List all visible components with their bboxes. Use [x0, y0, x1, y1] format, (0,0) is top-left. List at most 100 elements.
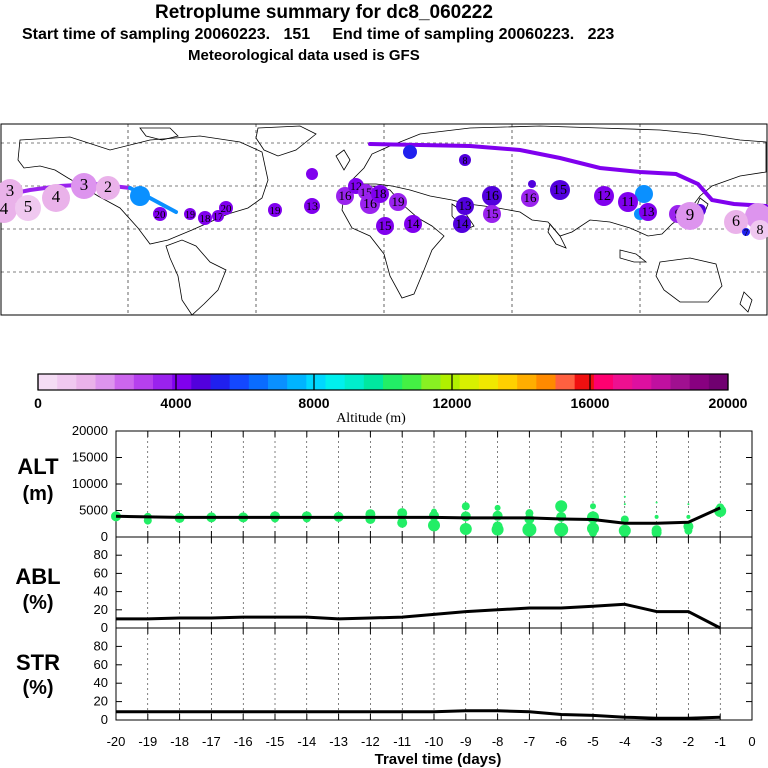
x-tick-label: -2	[683, 734, 695, 749]
x-tick-label: -20	[107, 734, 126, 749]
plume-marker-dot	[96, 176, 120, 200]
x-tick-label: -9	[460, 734, 472, 749]
colorbar-segment	[229, 374, 250, 390]
colorbar-tick-label: 8000	[298, 395, 329, 411]
series-line	[115, 506, 721, 525]
colorbar-segment	[210, 374, 231, 390]
scatter-point	[587, 511, 599, 524]
plume-marker-label: 4	[0, 199, 9, 218]
x-tick-label: -13	[329, 734, 348, 749]
str-panel-unit: (%)	[22, 677, 53, 699]
plume-marker-dot	[456, 197, 474, 215]
plume-marker-label: 17	[213, 212, 223, 223]
colorbar-segment	[670, 374, 691, 390]
plume-marker: 14	[453, 215, 471, 233]
plume-dot	[403, 145, 417, 159]
plume-marker: 15	[483, 205, 501, 223]
colorbar-segment	[402, 374, 422, 390]
plume-marker: 16	[360, 194, 380, 214]
colorbar-segment	[172, 374, 192, 390]
x-tick-label: -17	[202, 734, 221, 749]
colorbar-segment	[268, 374, 288, 390]
y-tick-label: 5000	[79, 503, 108, 518]
colorbar-segment	[478, 374, 499, 390]
colorbar-tick-label: 20000	[709, 395, 748, 411]
plume-marker-dot	[184, 208, 196, 220]
plume-marker-label: 20	[155, 209, 167, 221]
colorbar-segment	[383, 374, 403, 390]
colorbar-segment	[574, 374, 595, 390]
scatter-point	[623, 495, 626, 498]
coastlines	[17, 125, 767, 316]
y-tick-label: 60	[94, 657, 108, 672]
plume-marker-dot	[750, 220, 768, 240]
scatter-point	[494, 504, 501, 511]
plume-marker-label: 2	[104, 179, 112, 196]
plume-marker-dot	[676, 202, 704, 230]
plume-marker-label: 6	[732, 213, 740, 230]
plume-marker-dot	[371, 185, 389, 203]
panel-abl: 0 20 40 60 80	[94, 536, 753, 635]
plume-marker-label: 13	[459, 198, 472, 213]
plume-marker-label: 20	[221, 203, 233, 215]
scatter-point	[684, 526, 693, 535]
plume-marker-label: 19	[185, 210, 195, 221]
altitude-colorbar: 0 4000 8000 12000 16000 20000	[34, 373, 748, 411]
plume-marker: 12	[594, 186, 614, 206]
colorbar-segment	[708, 374, 729, 390]
plume-marker-label: 18	[374, 186, 387, 201]
plume-marker-label: 4	[52, 187, 61, 206]
scatter-point	[590, 503, 596, 510]
y-tick-label: 10000	[72, 476, 108, 491]
plume-marker-label: 9	[686, 205, 695, 224]
y-tick-label: 40	[94, 584, 108, 599]
y-tick-label: 80	[94, 547, 108, 562]
plume-marker-label: 13	[306, 199, 318, 213]
scatter-point	[687, 503, 690, 506]
plume-marker-label: 3	[80, 175, 89, 194]
plume-marker-dot	[521, 189, 539, 207]
colorbar-segment	[593, 374, 614, 390]
plume-marker: 9	[676, 202, 704, 230]
y-tick-label: 60	[94, 565, 108, 580]
x-tick-label: -15	[266, 734, 285, 749]
y-tick-label: 20000	[72, 423, 108, 438]
scatter-point	[686, 514, 691, 519]
plume-marker-label: 16	[485, 189, 499, 204]
scatter-point	[429, 510, 439, 521]
y-tick-label: 80	[94, 638, 108, 653]
scatter-point	[492, 521, 503, 532]
colorbar-segment	[76, 374, 96, 390]
colorbar-segment	[613, 374, 633, 390]
alt-panel-label: ALT	[17, 454, 59, 479]
colorbar-segment	[325, 374, 346, 390]
x-tick-label: -7	[524, 734, 536, 749]
colorbar-label: Altitude (m)	[336, 411, 406, 426]
colorbar-segment	[287, 374, 307, 390]
plume-marker-label: 19	[392, 194, 405, 209]
plume-marker: 13	[639, 203, 657, 221]
y-tick-label: 0	[101, 529, 108, 544]
plume-dot	[528, 180, 536, 188]
colorbar-segment	[421, 374, 441, 390]
colorbar-segment	[114, 374, 135, 390]
plume-marker: 15	[376, 217, 394, 235]
plume-marker-label: 16	[339, 188, 353, 203]
plume-marker: 19	[389, 193, 407, 211]
colorbar-segment	[632, 374, 652, 390]
scatter-point	[589, 528, 597, 537]
plume-marker-label: 13	[642, 204, 655, 219]
plume-marker-dot	[483, 205, 501, 223]
x-tick-label: -19	[138, 734, 157, 749]
plume-marker-label: 15	[553, 183, 567, 198]
plume-marker-dot	[742, 228, 750, 236]
y-tick-label: 0	[101, 712, 108, 727]
x-tick-label: -5	[587, 734, 599, 749]
plume-marker: 11	[618, 192, 638, 212]
colorbar-segment	[153, 374, 173, 390]
abl-panel-unit: (%)	[22, 592, 53, 614]
colorbar-segment	[440, 374, 461, 390]
plume-marker: 13	[456, 197, 474, 215]
